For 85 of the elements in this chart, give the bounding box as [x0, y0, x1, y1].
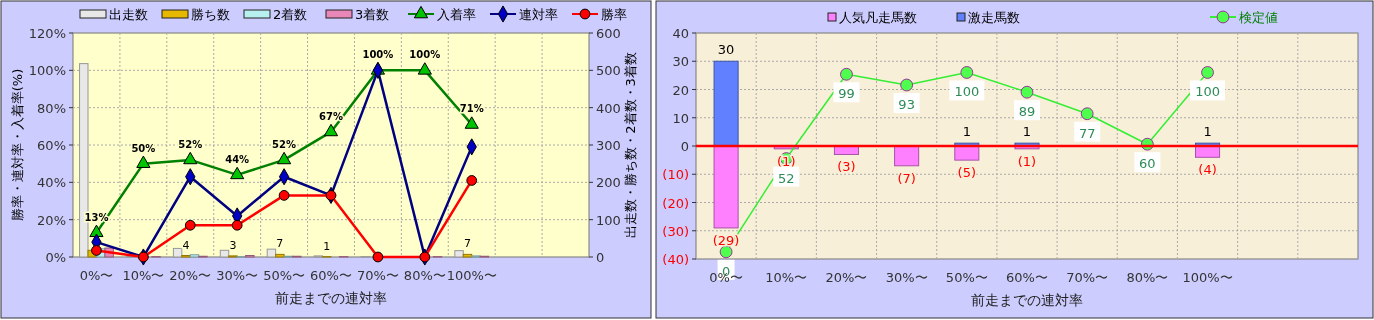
data-label: 60 [1139, 156, 1156, 172]
y2-tick-label: 500 [596, 63, 621, 79]
x-tick-label: 70%〜 [1066, 270, 1109, 285]
x-tick-label: 70%〜 [356, 268, 399, 283]
x-tick-label: 20%〜 [825, 270, 868, 285]
data-label: 89 [1018, 104, 1036, 120]
x-tick-label: 50%〜 [263, 268, 306, 283]
data-label: 44% [225, 153, 250, 165]
y-tick-label: 80% [37, 100, 66, 116]
x-tick-label: 80%〜 [403, 268, 446, 283]
y-tick-label: 60% [37, 138, 66, 153]
legend-label: 検定値 [1239, 10, 1278, 25]
y2-tick-label: 100 [596, 212, 621, 228]
x-tick-label: 20%〜 [169, 268, 212, 283]
data-label: 1 [962, 124, 971, 140]
y-tick-label: 20 [672, 82, 689, 98]
data-label: 7 [276, 237, 284, 251]
x-tick-label: 30%〜 [216, 268, 259, 283]
x-tick-label: 30%〜 [885, 270, 928, 285]
y-tick-label: 20% [37, 212, 66, 228]
data-label: 52% [272, 138, 297, 150]
data-label: (3) [837, 159, 856, 175]
data-label: (4) [1198, 162, 1217, 178]
x-tick-label: 80%〜 [1126, 270, 1169, 285]
y-tick-label: (40) [662, 252, 689, 267]
data-label: 52 [778, 170, 795, 186]
y2-tick-label: 0 [596, 250, 605, 265]
data-label: 100 [1195, 84, 1220, 100]
y-tick-label: 40 [672, 26, 689, 41]
y2-tick-label: 200 [596, 175, 621, 191]
x-tick-label: 10%〜 [765, 270, 808, 285]
x-axis-title: 前走までの連対率 [275, 290, 387, 306]
data-label: 1 [1022, 124, 1032, 140]
x-tick-label: 60%〜 [310, 268, 352, 283]
data-label: (1) [1017, 153, 1037, 169]
data-label: 100% [362, 49, 394, 61]
data-label: 99 [838, 86, 855, 102]
legend-label: 出走数 [109, 7, 148, 22]
y-tick-label: (20) [662, 195, 689, 211]
x-tick-label: 10%〜 [122, 268, 165, 283]
y-tick-label: 120% [28, 26, 66, 41]
legend-label: 激走馬数 [968, 10, 1020, 25]
data-label: 1 [1203, 124, 1212, 140]
y-tick-label: 30 [672, 54, 689, 70]
data-label: 77 [1078, 125, 1096, 141]
y-tick-label: 0 [680, 139, 689, 154]
data-label: 4 [182, 238, 190, 252]
y-tick-label: (30) [662, 223, 689, 239]
legend-label: 3着数 [355, 7, 390, 22]
data-label: 7 [464, 237, 472, 251]
x-tick-label: 60%〜 [1006, 270, 1048, 285]
y-tick-label: 40% [37, 175, 66, 191]
data-label: (5) [957, 165, 977, 181]
legend-label: 2着数 [273, 7, 308, 22]
data-label: 3 [229, 238, 237, 252]
data-label: 67% [319, 110, 343, 122]
legend-label: 入着率 [437, 7, 476, 22]
legend-label: 人気凡走馬数 [839, 10, 917, 25]
legend-label: 勝率 [601, 7, 627, 22]
y2-tick-label: 400 [596, 100, 621, 116]
data-label: (1) [777, 153, 796, 169]
data-label: 30 [717, 42, 735, 58]
y-tick-label: (10) [662, 167, 689, 183]
y2-tick-label: 300 [596, 138, 621, 153]
x-tick-label: 100%〜 [446, 268, 497, 283]
x-axis-title: 前走までの連対率 [971, 292, 1083, 308]
y-tick-label: 0% [45, 250, 66, 265]
data-label: (7) [897, 170, 916, 186]
data-label: 1 [323, 239, 331, 253]
x-tick-label: 100%〜 [1182, 270, 1233, 285]
y2-axis-title: 出走数・勝ち数・2着数・3着数 [623, 52, 638, 238]
y-tick-label: 10 [672, 110, 689, 126]
y-tick-label: 100% [28, 63, 66, 79]
data-label: 100% [409, 49, 441, 61]
legend-label: 勝ち数 [191, 7, 230, 22]
y2-tick-label: 600 [596, 26, 621, 41]
data-label: 50% [131, 142, 156, 154]
data-label: 93 [898, 97, 915, 113]
x-tick-label: 0%〜 [79, 268, 114, 283]
data-label: 52% [178, 138, 203, 150]
y-axis-title: 勝率・連対率・入着率(%) [10, 68, 25, 222]
legend-label: 連対率 [519, 7, 558, 22]
data-label: 71% [459, 103, 484, 115]
x-tick-label: 50%〜 [945, 270, 988, 285]
data-label: 100 [954, 84, 980, 100]
